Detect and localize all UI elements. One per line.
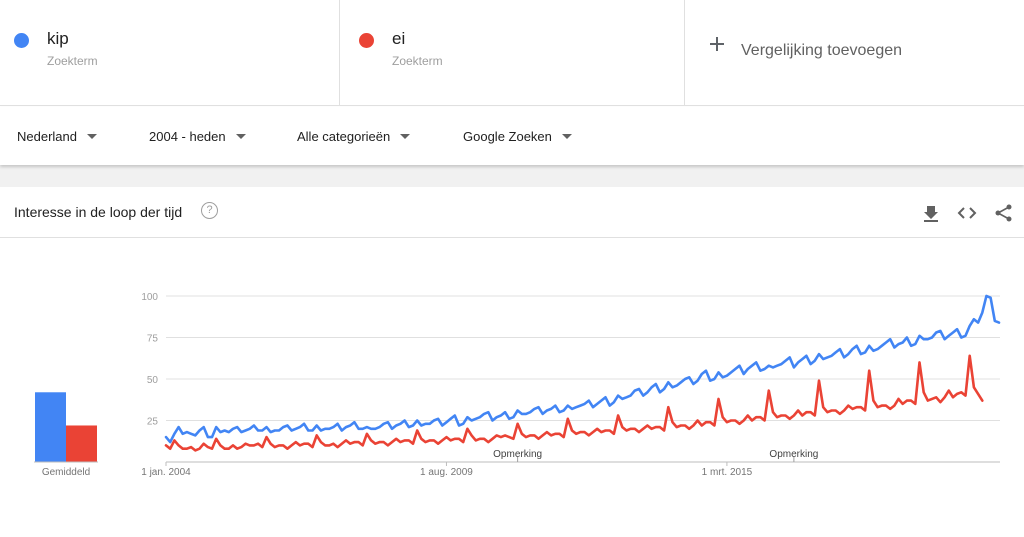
- series-color-dot-ei: [359, 33, 374, 48]
- region-value: Nederland: [17, 129, 77, 144]
- card-title: Interesse in de loop der tijd: [14, 204, 183, 220]
- download-icon[interactable]: [921, 203, 941, 223]
- region-dropdown[interactable]: Nederland: [17, 129, 97, 144]
- dropdown-arrow-icon: [561, 134, 572, 139]
- share-icon[interactable]: [994, 203, 1014, 223]
- search-type-dropdown[interactable]: Google Zoeken: [463, 129, 572, 144]
- series-color-dot-kip: [14, 33, 29, 48]
- term-type: Zoekterm: [47, 54, 98, 68]
- interest-over-time-card: Interesse in de loop der tijd ?: [0, 187, 1024, 537]
- add-comparison-label: Vergelijking toevoegen: [741, 42, 903, 59]
- plus-icon: [709, 36, 725, 52]
- dropdown-arrow-icon: [87, 134, 97, 139]
- dropdown-arrow-icon: [400, 134, 411, 139]
- term-card-ei[interactable]: ei Zoekterm: [340, 0, 685, 106]
- section-divider: [0, 165, 1024, 187]
- add-comparison-button[interactable]: Vergelijking toevoegen: [685, 0, 1024, 106]
- embed-code-icon[interactable]: [957, 203, 977, 223]
- help-icon[interactable]: ?: [201, 202, 218, 219]
- term-card-kip[interactable]: kip Zoekterm: [0, 0, 340, 106]
- term-type: Zoekterm: [392, 54, 443, 68]
- filter-bar: Nederland 2004 - heden Alle categorieën …: [0, 107, 1024, 165]
- term-name[interactable]: kip: [47, 29, 69, 48]
- search-type-value: Google Zoeken: [463, 129, 552, 144]
- category-dropdown[interactable]: Alle categorieën: [297, 129, 411, 144]
- period-value: 2004 - heden: [149, 129, 226, 144]
- term-name[interactable]: ei: [392, 29, 406, 48]
- period-dropdown[interactable]: 2004 - heden: [149, 129, 246, 144]
- category-value: Alle categorieën: [297, 129, 391, 144]
- card-header: Interesse in de loop der tijd ?: [0, 187, 1024, 238]
- dropdown-arrow-icon: [235, 134, 246, 139]
- compare-terms-bar: kip Zoekterm ei Zoekterm Vergelijking to…: [0, 0, 1024, 106]
